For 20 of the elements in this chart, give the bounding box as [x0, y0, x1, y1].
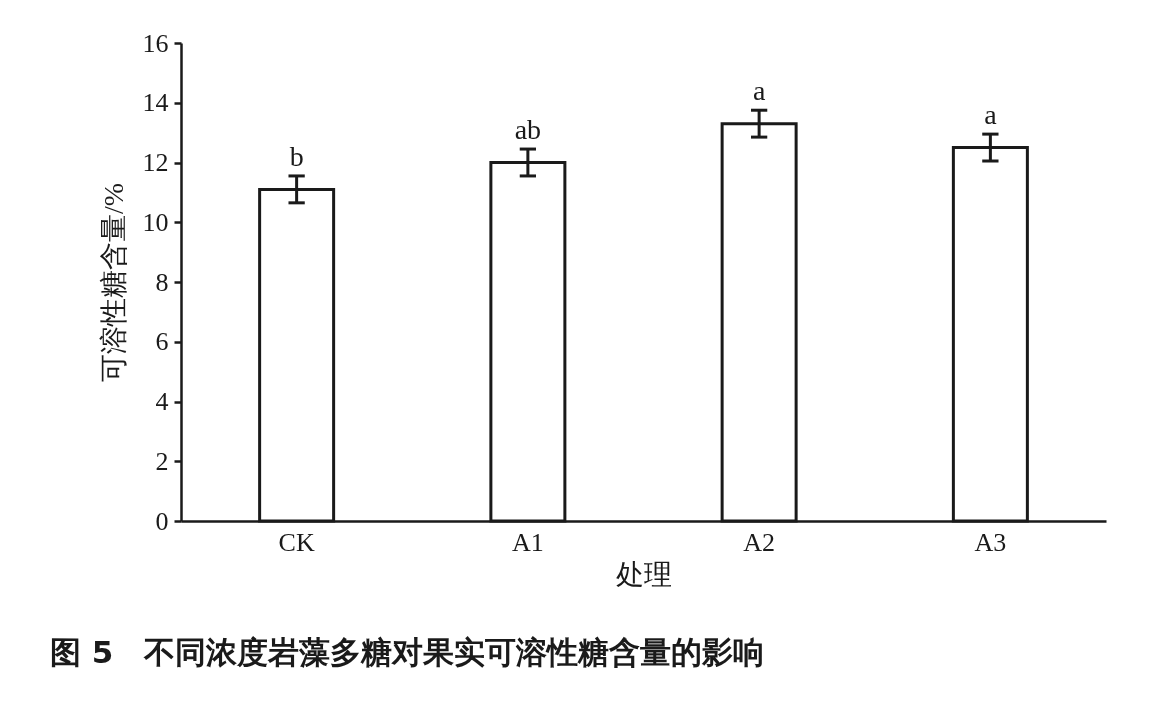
y-tick-label: 6 — [155, 327, 169, 357]
y-tick-label: 8 — [155, 267, 169, 297]
y-tick-label: 12 — [142, 148, 169, 177]
y-tick-label: 4 — [155, 387, 169, 416]
x-tick-label: A3 — [974, 527, 1007, 557]
annotation: ab — [514, 114, 542, 146]
y-tick-label: 16 — [142, 28, 169, 58]
y-tick-label: 0 — [155, 506, 169, 536]
annotation: a — [984, 99, 998, 131]
annotation: b — [289, 140, 304, 172]
x-tick-label: A1 — [511, 527, 544, 557]
annotation: a — [752, 75, 766, 107]
x-axis-title: 处理 — [616, 558, 672, 590]
y-axis-title: 可溶性糖含量/% — [97, 182, 129, 383]
y-tick-label: 10 — [142, 207, 169, 237]
x-tick-label: A2 — [743, 527, 776, 557]
y-tick-label: 2 — [155, 446, 169, 476]
text: 图 5 不同浓度岩藻多糖对果实可溶性糖含量的影响 — [50, 634, 765, 670]
x-tick-label: CK — [278, 527, 315, 557]
y-tick-label: 14 — [142, 88, 169, 118]
